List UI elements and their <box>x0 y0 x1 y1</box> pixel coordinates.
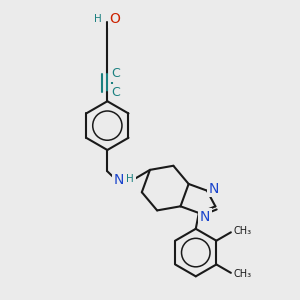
Text: O: O <box>110 12 120 26</box>
Text: N: N <box>200 210 210 224</box>
Text: CH₃: CH₃ <box>233 269 251 279</box>
Text: C: C <box>112 67 120 80</box>
Text: H: H <box>94 14 102 24</box>
Text: CH₃: CH₃ <box>233 226 251 236</box>
Text: H: H <box>126 174 134 184</box>
Text: N: N <box>208 182 219 196</box>
Text: C: C <box>112 85 120 99</box>
Text: N: N <box>114 173 124 188</box>
